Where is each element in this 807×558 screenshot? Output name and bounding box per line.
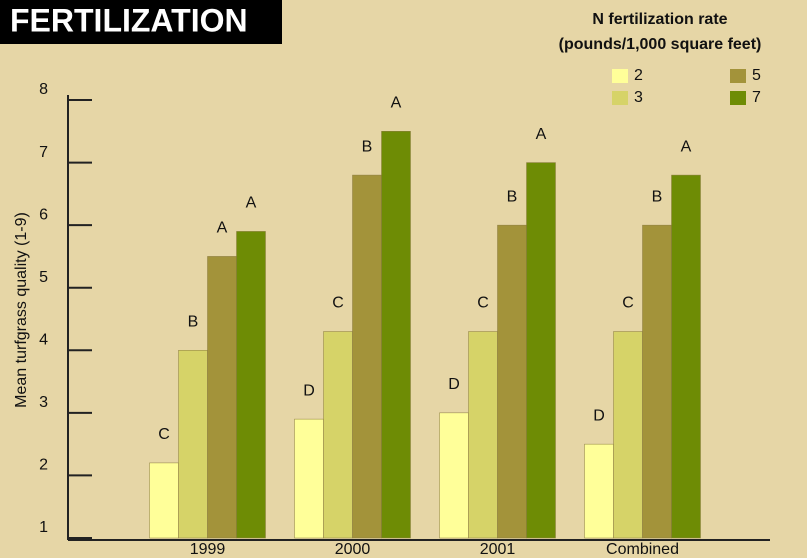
y-tick-label: 2 (39, 457, 48, 474)
bar (613, 331, 643, 539)
significance-letter: A (681, 138, 692, 155)
legend-swatch (612, 69, 628, 83)
bar (207, 256, 237, 539)
y-tick-label: 5 (39, 269, 48, 286)
significance-letter: D (303, 382, 315, 399)
bar (642, 224, 672, 539)
bar (294, 418, 324, 539)
bar (526, 162, 556, 539)
bar (439, 412, 469, 539)
y-tick-label: 3 (39, 394, 48, 411)
bar (352, 174, 382, 539)
y-tick-label: 7 (39, 144, 48, 161)
bar (468, 331, 498, 539)
x-tick-label: Combined (606, 541, 679, 558)
bar (671, 174, 701, 539)
legend-label: 5 (752, 67, 761, 84)
legend-swatch (612, 91, 628, 105)
legend-swatch (730, 69, 746, 83)
significance-letter: B (652, 188, 663, 205)
significance-letter: C (622, 295, 634, 312)
y-tick-label: 8 (39, 81, 48, 98)
y-tick-label: 1 (39, 519, 48, 536)
title-box (0, 0, 282, 44)
significance-letter: D (593, 407, 605, 424)
significance-letter: B (188, 314, 199, 331)
y-tick-label: 6 (39, 206, 48, 223)
legend-label: 7 (752, 89, 761, 106)
significance-letter: C (332, 295, 344, 312)
bar (149, 462, 179, 539)
legend-label: 2 (634, 67, 643, 84)
x-tick-label: 1999 (190, 541, 226, 558)
bar (381, 131, 411, 539)
legend-title: N fertilization rate (592, 11, 727, 28)
x-tick-label: 2001 (480, 541, 516, 558)
significance-letter: D (448, 376, 460, 393)
significance-letter: B (362, 138, 373, 155)
legend-title: (pounds/1,000 square feet) (559, 36, 762, 53)
bar (323, 331, 353, 539)
significance-letter: C (158, 426, 170, 443)
y-axis-label: Mean turfgrass quality (1-9) (13, 212, 30, 408)
y-tick-label: 4 (39, 332, 48, 349)
bar (584, 443, 614, 539)
legend-swatch (730, 91, 746, 105)
bar (236, 231, 266, 539)
bar (178, 350, 208, 539)
x-tick-label: 2000 (335, 541, 371, 558)
significance-letter: A (391, 95, 402, 112)
significance-letter: A (217, 220, 228, 237)
chart-title: FERTILIZATION (10, 2, 248, 38)
legend-label: 3 (634, 89, 643, 106)
significance-letter: C (477, 295, 489, 312)
bar (497, 224, 527, 539)
significance-letter: B (507, 188, 518, 205)
significance-letter: A (536, 126, 547, 143)
significance-letter: A (246, 195, 257, 212)
